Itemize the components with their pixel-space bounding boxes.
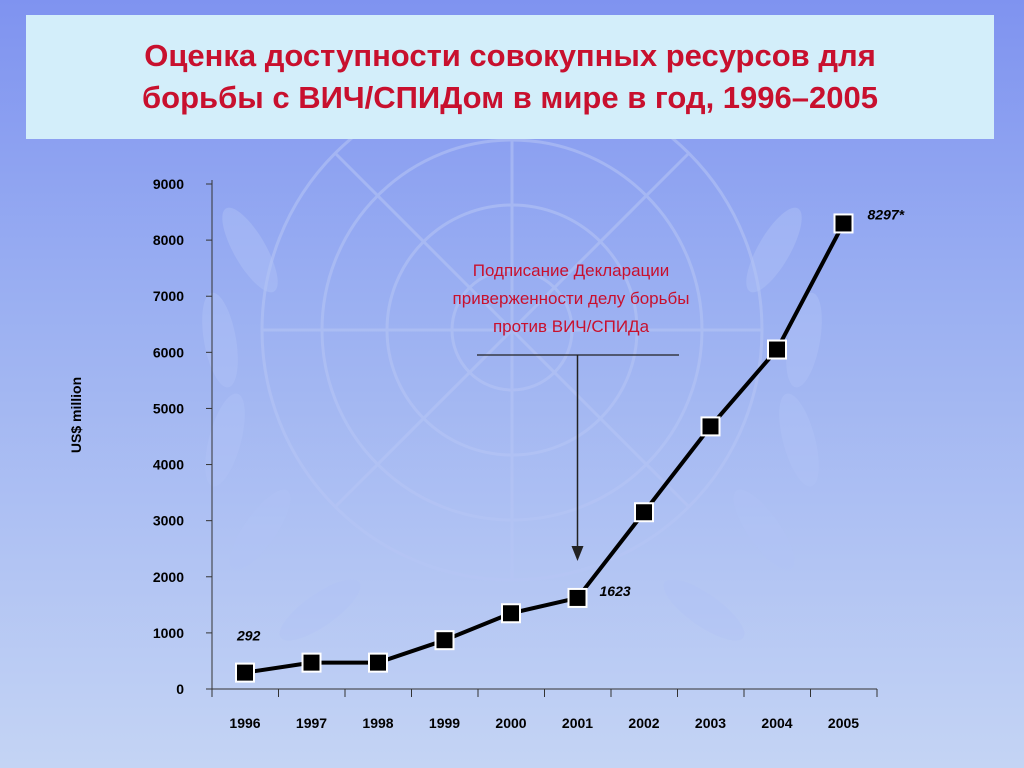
data-label-2001: 1623 xyxy=(600,583,631,599)
y-tick-label: 4000 xyxy=(153,457,184,473)
chart-title-line-2: борьбы с ВИЧ/СПИДом в мире в год, 1996–2… xyxy=(142,80,878,115)
y-tick-label: 6000 xyxy=(153,344,184,360)
title-box: Оценка доступности совокупных ресурсов д… xyxy=(26,15,994,139)
data-point-2003 xyxy=(700,416,721,437)
data-point-2002 xyxy=(634,502,654,523)
y-tick-label: 1000 xyxy=(153,625,184,641)
y-tick-label: 5000 xyxy=(153,400,184,416)
annotation-line-1: Подписание Декларации xyxy=(473,261,670,280)
series-line xyxy=(244,222,846,675)
data-point-1997 xyxy=(301,652,322,673)
x-tick-label: 1999 xyxy=(429,715,460,731)
data-label-2005: 8297* xyxy=(868,206,905,222)
x-tick-label: 2002 xyxy=(628,715,659,731)
annotation-line-3: против ВИЧ/СПИДа xyxy=(493,317,650,336)
chart-title-line-1: Оценка доступности совокупных ресурсов д… xyxy=(144,38,876,73)
data-point-2000 xyxy=(501,603,521,624)
data-point-2005 xyxy=(833,213,854,234)
x-tick-label: 2000 xyxy=(495,715,526,731)
data-point-1999 xyxy=(434,630,455,651)
y-tick-labels: 0 1000 2000 3000 4000 5000 6000 7000 8000 9000 xyxy=(153,176,184,697)
x-tick-label: 2005 xyxy=(828,715,859,731)
series xyxy=(235,213,854,683)
x-tick-label: 1997 xyxy=(296,715,327,731)
y-tick-label: 2000 xyxy=(153,569,184,585)
data-point-1996 xyxy=(235,662,255,683)
data-point-2004 xyxy=(767,339,787,360)
annotation-line-2: приверженности делу борьбы xyxy=(453,289,690,308)
y-tick-label: 3000 xyxy=(153,513,184,529)
data-point-1998 xyxy=(368,652,388,673)
x-tick-label: 1996 xyxy=(229,715,260,731)
data-labels: 292 1623 8297* xyxy=(236,206,905,643)
x-tick-labels: 1996 1997 1998 1999 2000 2001 2002 2003 2004 2005 xyxy=(229,715,859,731)
x-tick-label: 2003 xyxy=(695,715,726,731)
annotation-arrow-head xyxy=(571,546,584,561)
y-tick-label: 7000 xyxy=(153,288,184,304)
annotation: Подписание Декларации приверженности делу… xyxy=(453,261,690,561)
y-tick-label: 9000 xyxy=(153,176,184,192)
chart-axes xyxy=(206,180,878,697)
data-point-2001 xyxy=(567,587,588,608)
chart-title: Оценка доступности совокупных ресурсов д… xyxy=(142,35,878,119)
y-tick-label: 8000 xyxy=(153,232,184,248)
y-axis-label: US$ million xyxy=(68,377,84,453)
data-label-1996: 292 xyxy=(236,628,261,644)
x-tick-label: 2004 xyxy=(761,715,792,731)
x-tick-label: 2001 xyxy=(562,715,593,731)
y-tick-label: 0 xyxy=(176,681,184,697)
x-tick-label: 1998 xyxy=(362,715,393,731)
